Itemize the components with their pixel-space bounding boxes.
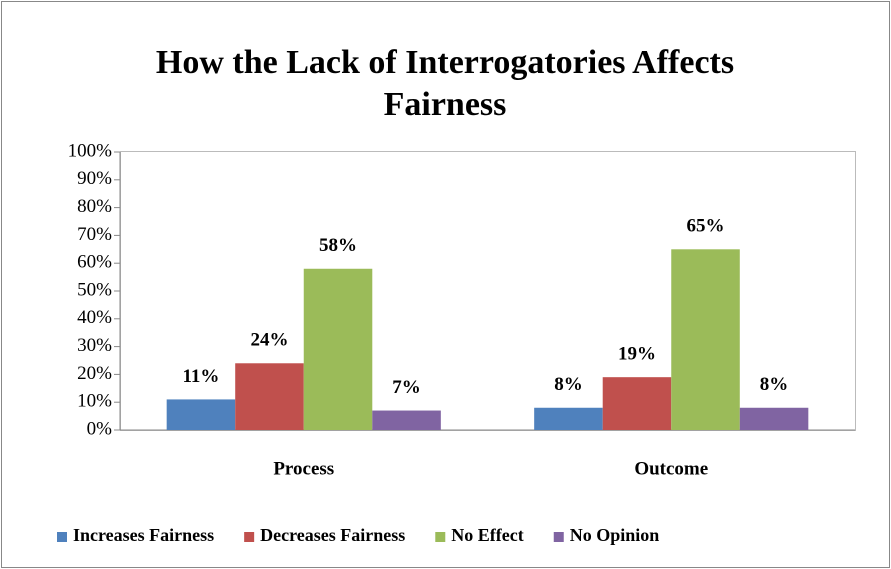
y-tick-label: 100% [68, 140, 113, 161]
bar [235, 363, 304, 430]
value-label: 65% [687, 216, 725, 237]
legend-label: No Effect [451, 525, 523, 545]
x-tick-label: Outcome [634, 458, 708, 479]
y-tick-label: 60% [77, 252, 112, 273]
bar [166, 399, 236, 430]
legend-swatch [57, 532, 67, 542]
y-tick-label: 90% [77, 168, 112, 189]
y-tick-label: 70% [77, 224, 112, 245]
legend-label: Decreases Fairness [260, 525, 405, 545]
legend-swatch [553, 532, 564, 542]
bar [372, 410, 441, 430]
legend-swatch [244, 532, 255, 542]
x-tick-label: Process [273, 458, 334, 479]
value-label: 11% [182, 366, 219, 387]
value-label: 19% [618, 344, 656, 365]
y-tick-label: 0% [87, 418, 113, 439]
y-tick-label: 10% [77, 391, 112, 412]
y-tick-label: 50% [77, 279, 112, 300]
bar [671, 249, 740, 430]
chart-title: How the Lack of Interrogatories Affects … [155, 44, 735, 123]
legend-swatch [435, 532, 446, 542]
bar [534, 407, 603, 430]
bar [602, 377, 672, 430]
value-label: 58% [319, 235, 357, 256]
legend-label: Increases Fairness [73, 525, 214, 545]
y-tick-label: 20% [77, 363, 112, 384]
y-tick-label: 80% [77, 196, 112, 217]
y-tick-label: 40% [77, 307, 112, 328]
y-tick-label: 30% [77, 335, 112, 356]
value-label: 8% [554, 374, 583, 395]
value-label: 7% [392, 377, 421, 398]
value-label: 8% [760, 374, 789, 395]
legend-label: No Opinion [570, 525, 660, 545]
bar [739, 407, 809, 430]
value-label: 24% [250, 330, 288, 351]
bar [303, 268, 373, 430]
